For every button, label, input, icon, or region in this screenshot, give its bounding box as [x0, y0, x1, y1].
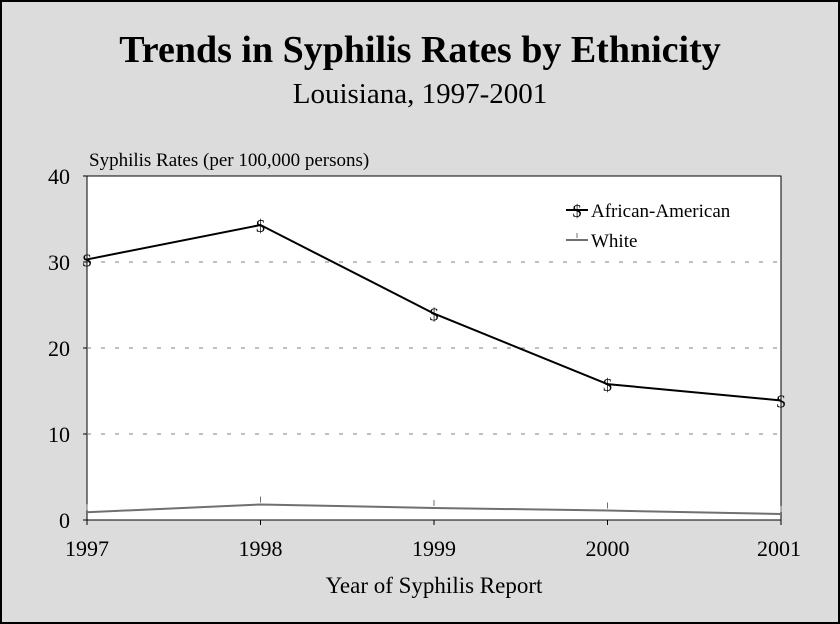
y-axis-label: Syphilis Rates (per 100,000 persons) — [89, 150, 369, 171]
x-tick-label: 1999 — [412, 536, 456, 561]
y-tick-label: 0 — [59, 508, 70, 533]
x-axis-label: Year of Syphilis Report — [326, 573, 543, 598]
series-lines — [86, 223, 782, 515]
y-axis-ticks: 0 10 20 30 40 — [48, 164, 87, 533]
x-tick-label: 2000 — [586, 536, 630, 561]
data-point-marker: $ — [777, 391, 786, 411]
x-tick-label: 2001 — [757, 536, 801, 561]
y-tick-label: 10 — [48, 422, 70, 447]
y-tick-label: 30 — [48, 250, 70, 275]
y-tick-label: 40 — [48, 164, 70, 189]
legend: $ African-American White — [566, 201, 731, 252]
x-tick-label: 1998 — [239, 536, 283, 561]
x-tick-label: 1997 — [65, 536, 109, 561]
series-line-white — [86, 503, 782, 515]
chart-title: Trends in Syphilis Rates by Ethnicity — [119, 29, 721, 71]
series-markers: $ $ $ $ $ — [83, 216, 786, 512]
series-line-african-american — [86, 223, 782, 402]
y-tick-label: 20 — [48, 336, 70, 361]
data-point-marker: $ — [256, 216, 265, 236]
gridlines — [87, 261, 781, 435]
chart-subtitle: Louisiana, 1997-2001 — [292, 78, 548, 110]
legend-label: African-American — [591, 201, 731, 222]
data-point-marker: $ — [603, 375, 612, 395]
x-axis-ticks: 1997 1998 1999 2000 2001 — [65, 520, 801, 561]
data-point-marker: $ — [430, 305, 439, 325]
data-point-marker: $ — [83, 250, 92, 270]
legend-marker: $ — [573, 201, 582, 221]
legend-label: White — [591, 231, 637, 252]
